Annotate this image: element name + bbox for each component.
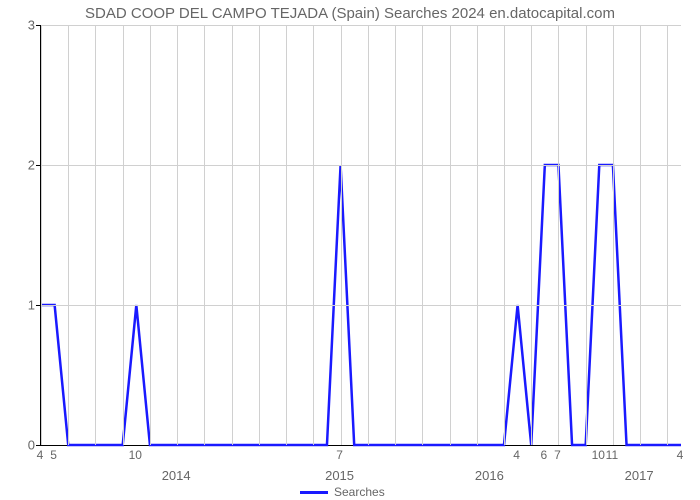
xtick-month: 5: [50, 448, 57, 462]
gridline-v: [450, 25, 451, 445]
gridline-v: [95, 25, 96, 445]
ytick-label: 3: [20, 18, 35, 33]
xtick-month: 4: [37, 448, 44, 462]
gridline-v: [586, 25, 587, 445]
gridline-v: [259, 25, 260, 445]
gridline-v: [422, 25, 423, 445]
plot-area: [40, 25, 681, 446]
gridline-v: [640, 25, 641, 445]
ytick-mark: [36, 165, 40, 166]
gridline-v: [667, 25, 668, 445]
gridline-v: [613, 25, 614, 445]
ytick-mark: [36, 445, 40, 446]
gridline-v: [68, 25, 69, 445]
ytick-label: 1: [20, 298, 35, 313]
gridline-v: [41, 25, 42, 445]
gridline-v: [531, 25, 532, 445]
xtick-year: 2014: [162, 468, 191, 483]
gridline-v: [313, 25, 314, 445]
xtick-month: 7: [554, 448, 561, 462]
xtick-month: 11: [606, 448, 618, 462]
gridline-v: [504, 25, 505, 445]
ytick-label: 2: [20, 158, 35, 173]
gridline-v: [123, 25, 124, 445]
chart-title: SDAD COOP DEL CAMPO TEJADA (Spain) Searc…: [0, 5, 700, 22]
gridline-v: [368, 25, 369, 445]
gridline-v: [232, 25, 233, 445]
legend-swatch: [300, 491, 328, 494]
xtick-month: 10: [129, 448, 142, 462]
xtick-month: 4: [677, 448, 684, 462]
xtick-year: 2017: [625, 468, 654, 483]
gridline-v: [286, 25, 287, 445]
legend: Searches: [300, 485, 385, 499]
gridline-v: [150, 25, 151, 445]
xtick-year: 2015: [325, 468, 354, 483]
xtick-month: 6: [540, 448, 547, 462]
ytick-mark: [36, 305, 40, 306]
gridline-v: [558, 25, 559, 445]
xtick-year: 2016: [475, 468, 504, 483]
gridline-v: [341, 25, 342, 445]
chart-container: SDAD COOP DEL CAMPO TEJADA (Spain) Searc…: [0, 0, 700, 500]
gridline-v: [395, 25, 396, 445]
xtick-month: 4: [513, 448, 520, 462]
xtick-month: 7: [336, 448, 343, 462]
gridline-v: [177, 25, 178, 445]
gridline-v: [204, 25, 205, 445]
gridline-v: [477, 25, 478, 445]
legend-label: Searches: [334, 485, 385, 499]
ytick-mark: [36, 25, 40, 26]
xtick-month: 10: [592, 448, 605, 462]
ytick-label: 0: [20, 438, 35, 453]
